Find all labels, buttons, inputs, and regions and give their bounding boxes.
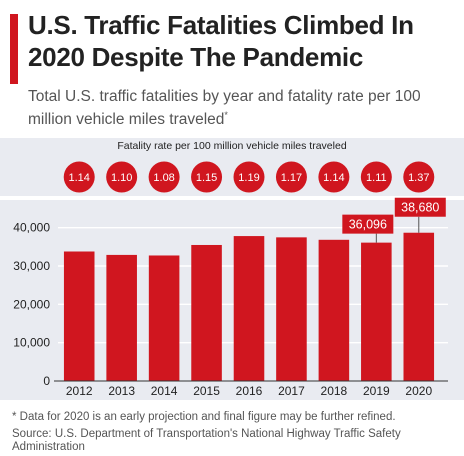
- rate-bubble-2013: [106, 161, 138, 193]
- rate-bubble-2012: [63, 161, 95, 193]
- rate-bubble-label: 1.14: [69, 172, 90, 184]
- bar-2015: [191, 244, 222, 381]
- y-tick-label: 0: [43, 374, 50, 388]
- x-tick-label: 2020: [405, 384, 432, 398]
- rate-bubble-2015: [191, 161, 223, 193]
- rate-bubble-label: 1.14: [323, 172, 344, 184]
- chart-title: U.S. Traffic Fatalities Climbed In 2020 …: [28, 10, 414, 72]
- subtitle-text: Total U.S. traffic fatalities by year an…: [28, 88, 421, 129]
- rate-bubble-label: 1.08: [153, 172, 174, 184]
- rate-bubble-label: 1.10: [111, 172, 132, 184]
- bar-2018: [318, 239, 350, 381]
- rate-bubble-2017: [275, 161, 307, 193]
- y-tick-label: 30,000: [13, 259, 50, 273]
- x-tick-label: 2016: [236, 384, 263, 398]
- x-tick-label: 2013: [108, 384, 135, 398]
- data-label-box: [342, 214, 394, 234]
- rate-bubble-label: 1.11: [366, 172, 387, 184]
- x-tick-label: 2014: [151, 384, 178, 398]
- data-label: 36,096: [349, 218, 387, 232]
- y-tick-label: 40,000: [13, 221, 50, 235]
- x-tick-label: 2012: [66, 384, 93, 398]
- bar-2017: [276, 237, 307, 381]
- bar-2012: [63, 251, 95, 381]
- bar-2016: [233, 236, 265, 381]
- title-accent-bar: [10, 14, 18, 84]
- x-tick-label: 2019: [363, 384, 390, 398]
- subtitle-footnote-mark: *: [224, 110, 228, 120]
- rate-bubble-2020: [403, 161, 435, 193]
- bar-2013: [106, 254, 137, 381]
- rate-bubble-2018: [318, 161, 350, 193]
- chart-subtitle: Total U.S. traffic fatalities by year an…: [28, 87, 458, 129]
- x-tick-label: 2017: [278, 384, 305, 398]
- data-label: 38,680: [401, 201, 439, 215]
- fatality-rate-title: Fatality rate per 100 million vehicle mi…: [117, 140, 347, 152]
- y-tick-label: 10,000: [13, 336, 50, 350]
- bar-2014: [148, 255, 180, 381]
- x-tick-label: 2015: [193, 384, 220, 398]
- rate-bubble-2016: [233, 161, 265, 193]
- data-label-box: [394, 197, 446, 217]
- source-note: Source: U.S. Department of Transportatio…: [12, 428, 401, 453]
- bar-2019: [361, 242, 392, 381]
- rate-bubble-label: 1.15: [196, 172, 217, 184]
- rate-bubble-label: 1.37: [408, 172, 429, 184]
- bar-2020: [403, 232, 435, 381]
- rate-bubble-2019: [360, 161, 392, 193]
- rate-bubble-label: 1.19: [238, 172, 259, 184]
- footnote: * Data for 2020 is an early projection a…: [12, 411, 396, 423]
- rate-bubble-2014: [148, 161, 180, 193]
- rate-bubble-label: 1.17: [281, 172, 302, 184]
- y-tick-label: 20,000: [13, 297, 50, 311]
- x-tick-label: 2018: [321, 384, 348, 398]
